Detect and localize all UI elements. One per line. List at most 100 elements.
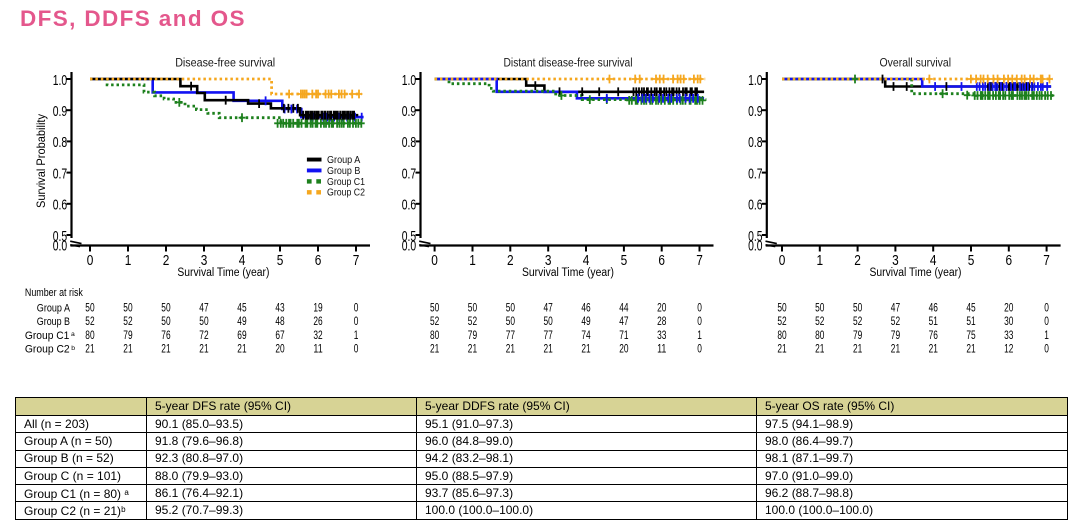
svg-text:b: b [71,345,75,352]
svg-text:0.5: 0.5 [402,228,416,245]
svg-text:6: 6 [315,253,322,269]
svg-text:Survival Time (year): Survival Time (year) [522,267,614,279]
svg-text:50: 50 [853,300,862,314]
svg-text:47: 47 [891,300,900,314]
svg-text:3: 3 [545,253,552,269]
svg-text:12: 12 [1004,341,1013,355]
svg-text:Overall survival: Overall survival [880,56,952,70]
svg-text:0.7: 0.7 [402,165,416,182]
svg-text:79: 79 [891,328,900,342]
svg-text:0: 0 [697,314,702,328]
svg-text:1.0: 1.0 [748,72,762,89]
svg-text:50: 50 [815,300,824,314]
svg-text:2: 2 [163,253,170,269]
svg-text:47: 47 [544,300,553,314]
svg-text:0: 0 [431,253,438,269]
svg-text:1: 1 [697,328,702,342]
svg-text:1: 1 [817,253,824,269]
svg-text:45: 45 [237,300,246,314]
svg-text:20: 20 [1004,300,1013,314]
svg-text:80: 80 [815,328,824,342]
svg-text:50: 50 [161,300,170,314]
svg-text:6: 6 [658,253,665,269]
svg-text:52: 52 [777,314,786,328]
svg-text:50: 50 [430,300,439,314]
svg-text:0.6: 0.6 [748,197,762,214]
svg-text:0: 0 [354,341,359,355]
svg-text:48: 48 [275,314,284,328]
svg-text:50: 50 [161,314,170,328]
svg-text:21: 21 [161,341,170,355]
svg-text:0.0: 0.0 [402,237,416,254]
svg-text:74: 74 [581,328,590,342]
svg-text:Distant disease-free survival: Distant disease-free survival [504,56,633,70]
svg-text:Group C2: Group C2 [25,343,70,355]
svg-text:50: 50 [123,300,132,314]
svg-text:0: 0 [1044,341,1049,355]
svg-text:47: 47 [619,314,628,328]
svg-text:21: 21 [430,341,439,355]
svg-text:20: 20 [275,341,284,355]
svg-text:Number at risk: Number at risk [25,287,83,299]
svg-text:0.7: 0.7 [748,165,762,182]
svg-text:21: 21 [777,341,786,355]
svg-text:0: 0 [1044,314,1049,328]
svg-text:Group C2: Group C2 [327,188,365,199]
svg-text:77: 77 [544,328,553,342]
svg-text:3: 3 [201,253,208,269]
svg-text:21: 21 [85,341,94,355]
svg-text:80: 80 [430,328,439,342]
svg-text:1: 1 [1044,328,1049,342]
svg-text:52: 52 [123,314,132,328]
svg-text:0: 0 [697,300,702,314]
svg-text:Survival Time (year): Survival Time (year) [870,267,962,279]
svg-text:52: 52 [85,314,94,328]
svg-text:0: 0 [87,253,94,269]
svg-text:49: 49 [237,314,246,328]
svg-text:77: 77 [506,328,515,342]
svg-text:Group C1: Group C1 [25,330,70,342]
svg-text:50: 50 [85,300,94,314]
svg-text:Group B: Group B [327,166,361,177]
svg-text:21: 21 [544,341,553,355]
svg-text:46: 46 [581,300,590,314]
svg-text:33: 33 [1004,328,1013,342]
svg-text:75: 75 [966,328,975,342]
svg-text:67: 67 [275,328,284,342]
svg-text:1.0: 1.0 [402,72,416,89]
svg-text:76: 76 [161,328,170,342]
svg-text:52: 52 [430,314,439,328]
svg-text:7: 7 [1043,253,1050,269]
svg-text:52: 52 [853,314,862,328]
svg-text:50: 50 [199,314,208,328]
svg-text:50: 50 [468,300,477,314]
svg-text:4: 4 [239,253,246,269]
svg-text:0.0: 0.0 [748,237,762,254]
svg-text:4: 4 [583,253,590,269]
svg-text:21: 21 [199,341,208,355]
svg-text:28: 28 [657,314,666,328]
svg-text:Group C1: Group C1 [327,177,365,188]
svg-text:51: 51 [929,314,938,328]
svg-text:0.8: 0.8 [748,134,762,151]
svg-text:21: 21 [815,341,824,355]
svg-text:1: 1 [469,253,476,269]
svg-text:50: 50 [506,314,515,328]
svg-text:0.6: 0.6 [53,197,67,214]
svg-text:79: 79 [468,328,477,342]
svg-text:1: 1 [125,253,132,269]
svg-text:21: 21 [123,341,132,355]
svg-text:0.9: 0.9 [53,103,67,120]
svg-text:69: 69 [237,328,246,342]
svg-text:21: 21 [506,341,515,355]
svg-text:0: 0 [1044,300,1049,314]
svg-text:0.8: 0.8 [402,134,416,151]
svg-text:0.5: 0.5 [53,228,67,245]
svg-text:Group B: Group B [37,316,70,328]
svg-text:1: 1 [354,328,359,342]
svg-text:76: 76 [929,328,938,342]
svg-text:5: 5 [277,253,284,269]
svg-text:2: 2 [507,253,514,269]
svg-text:0.8: 0.8 [53,134,67,151]
svg-text:72: 72 [199,328,208,342]
